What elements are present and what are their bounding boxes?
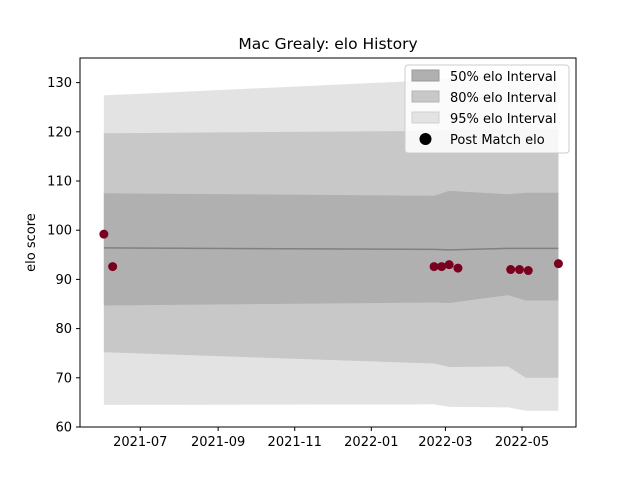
y-tick-label: 70	[55, 371, 72, 386]
legend-marker-points	[419, 133, 432, 145]
plot-frame	[79, 57, 577, 428]
y-tick-label: 80	[55, 322, 72, 337]
y-axis: 60 70 80 90 100 110 120 130	[47, 76, 80, 436]
legend-label-points: Post Match elo	[450, 133, 545, 148]
x-tick-label: 2021-07	[113, 435, 167, 450]
x-tick-label: 2022-05	[495, 435, 549, 450]
data-point	[99, 229, 109, 239]
y-tick-label: 60	[55, 421, 72, 436]
y-tick-label: 130	[47, 76, 72, 91]
mean-line-group	[103, 247, 559, 251]
data-point	[108, 262, 118, 272]
data-point	[523, 266, 533, 276]
x-tick-label: 2022-01	[344, 435, 398, 450]
x-tick-label: 2022-03	[418, 435, 472, 450]
legend-label-80: 80% elo Interval	[450, 91, 557, 106]
post-match-points	[99, 229, 563, 276]
y-axis-label: elo score	[24, 213, 39, 272]
legend-label-50: 50% elo Interval	[450, 70, 557, 85]
legend-label-95: 95% elo Interval	[450, 112, 557, 127]
legend-swatch-50	[411, 69, 440, 82]
data-point	[553, 259, 563, 269]
interval-bands	[103, 76, 559, 411]
x-tick-label: 2021-11	[268, 435, 322, 450]
legend-swatch-95	[411, 111, 440, 124]
x-axis: 2021-07 2021-09 2021-11 2022-01 2022-03 2022-…	[113, 427, 549, 450]
band-50	[103, 190, 559, 306]
legend-swatch-80	[411, 90, 440, 103]
data-point	[506, 265, 516, 275]
x-tick-label: 2021-09	[191, 435, 245, 450]
y-tick-label: 110	[47, 175, 72, 190]
legend: 50% elo Interval 80% elo Interval 95% el…	[404, 64, 570, 154]
data-point	[429, 262, 439, 272]
y-tick-label: 120	[47, 125, 72, 140]
data-point	[437, 262, 447, 272]
chart-title: Mac Grealy: elo History	[238, 35, 417, 53]
legend-box	[404, 64, 570, 154]
data-point	[453, 263, 463, 273]
y-tick-label: 90	[55, 273, 72, 288]
data-point	[514, 265, 524, 275]
mean-line	[103, 247, 559, 251]
y-tick-label: 100	[47, 224, 72, 239]
data-point	[444, 260, 454, 270]
